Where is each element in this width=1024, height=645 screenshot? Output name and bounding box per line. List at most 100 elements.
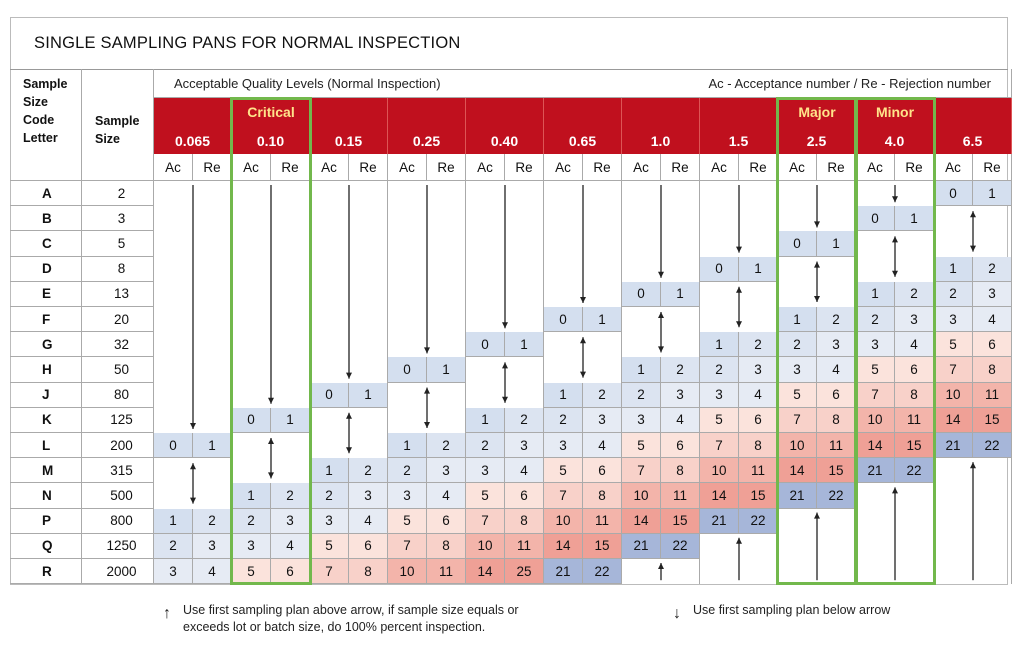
table-cell-ac: 1 <box>778 307 817 333</box>
up-arrowhead-icon <box>814 512 820 519</box>
table-cell-re <box>583 256 622 282</box>
table-cell-ac: 1 <box>700 332 739 358</box>
double-arrowhead-icon <box>892 236 898 243</box>
table-cell-ac: 2 <box>622 382 661 408</box>
table-cell-re: 15 <box>583 533 622 559</box>
table-cell-re <box>973 231 1012 257</box>
legend-down-text: Use first sampling plan below arrow <box>693 603 891 617</box>
table-cell-ac: 5 <box>778 382 817 408</box>
table-cell-re <box>661 307 700 333</box>
table-cell-ac: 7 <box>388 533 427 559</box>
table-cell-ac: 5 <box>622 433 661 459</box>
table-cell-re <box>583 206 622 232</box>
aql-caption: Acceptable Quality Levels (Normal Inspec… <box>174 75 441 91</box>
aql-level-2.5: 2.5 <box>778 98 856 154</box>
table-cell-re: 3 <box>349 483 388 509</box>
table-cell-re <box>973 559 1012 585</box>
up-arrowhead-icon <box>736 537 742 544</box>
table-cell-re: 22 <box>739 508 778 534</box>
table-cell-re: 11 <box>739 458 778 484</box>
table-cell-re: 8 <box>427 533 466 559</box>
table-cell-ac: 3 <box>856 332 895 358</box>
table-cell-re: 4 <box>895 332 934 358</box>
table-cell-re <box>427 281 466 307</box>
table-cell-ac: 2 <box>154 533 193 559</box>
table-cell-re: 6 <box>427 508 466 534</box>
re-header: Re <box>505 154 544 181</box>
table-cell-re: 8 <box>895 382 934 408</box>
row-letter: C <box>10 231 82 257</box>
table-cell-re <box>427 256 466 282</box>
table-cell-re: 2 <box>817 307 856 333</box>
row-letter: A <box>10 181 82 207</box>
table-cell-ac: 10 <box>934 382 973 408</box>
table-cell-ac: 10 <box>544 508 583 534</box>
table-cell-ac: 1 <box>232 483 271 509</box>
table-cell-ac: 2 <box>778 332 817 358</box>
highlight-label-critical: Critical <box>247 104 295 120</box>
table-cell-ac: 3 <box>934 307 973 333</box>
table-cell-ac: 3 <box>388 483 427 509</box>
table-cell-re: 4 <box>583 433 622 459</box>
table-cell-re: 4 <box>193 559 232 585</box>
table-cell-re: 25 <box>505 559 544 585</box>
double-arrowhead-icon <box>736 321 742 328</box>
table-cell-ac: 21 <box>778 483 817 509</box>
table-cell-re: 1 <box>739 256 778 282</box>
row-letter: L <box>10 433 82 459</box>
table-cell-ac: 7 <box>700 433 739 459</box>
table-cell-re: 15 <box>817 458 856 484</box>
double-arrowhead-icon <box>970 211 976 218</box>
table-cell-re <box>349 433 388 459</box>
table-cell-ac: 1 <box>466 407 505 433</box>
down-arrowhead-icon <box>424 347 430 354</box>
table-cell-re: 3 <box>505 433 544 459</box>
table-cell-ac: 2 <box>466 433 505 459</box>
ac-header: Ac <box>544 154 583 181</box>
ac-header: Ac <box>622 154 661 181</box>
aql-level-0.15: 0.15 <box>310 98 388 154</box>
table-cell-ac: 2 <box>934 281 973 307</box>
row-letter: H <box>10 357 82 383</box>
table-cell-re <box>427 382 466 408</box>
table-cell-ac: 1 <box>622 357 661 383</box>
table-cell-ac: 1 <box>310 458 349 484</box>
table-cell-ac: 2 <box>232 508 271 534</box>
table-cell-re <box>427 231 466 257</box>
table-cell-re: 1 <box>817 231 856 257</box>
table-cell-re <box>505 357 544 383</box>
table-cell-re: 6 <box>973 332 1012 358</box>
down-arrowhead-icon <box>814 221 820 228</box>
row-sample-size: 50 <box>82 357 154 383</box>
table-cell-ac: 10 <box>856 407 895 433</box>
table-cell-re: 8 <box>583 483 622 509</box>
table-cell-ac: 7 <box>622 458 661 484</box>
table-cell-ac: 0 <box>388 357 427 383</box>
table-cell-re: 8 <box>505 508 544 534</box>
aql-level-6.5: 6.5 <box>934 98 1012 154</box>
table-cell-re: 2 <box>505 407 544 433</box>
table-cell-re: 1 <box>349 382 388 408</box>
table-cell-re: 8 <box>973 357 1012 383</box>
double-arrowhead-icon <box>268 438 274 444</box>
row-sample-size: 8 <box>82 256 154 282</box>
table-cell-re <box>427 332 466 358</box>
table-cell-re: 3 <box>895 307 934 333</box>
table-cell-re: 4 <box>505 458 544 484</box>
row-sample-size: 500 <box>82 483 154 509</box>
table-cell-ac: 3 <box>622 407 661 433</box>
table-cell-ac: 0 <box>310 382 349 408</box>
table-cell-re: 8 <box>817 407 856 433</box>
re-header: Re <box>349 154 388 181</box>
table-cell-re <box>661 231 700 257</box>
table-cell-re: 2 <box>973 256 1012 282</box>
table-cell-re: 6 <box>349 533 388 559</box>
header-code-letter: Sample Size Code Letter <box>10 69 82 181</box>
table-cell-re: 1 <box>661 281 700 307</box>
row-letter: K <box>10 407 82 433</box>
table-cell-re: 6 <box>817 382 856 408</box>
table-cell-ac: 14 <box>466 559 505 585</box>
table-cell-re: 4 <box>271 533 310 559</box>
table-cell-re <box>349 281 388 307</box>
table-cell-ac: 5 <box>934 332 973 358</box>
